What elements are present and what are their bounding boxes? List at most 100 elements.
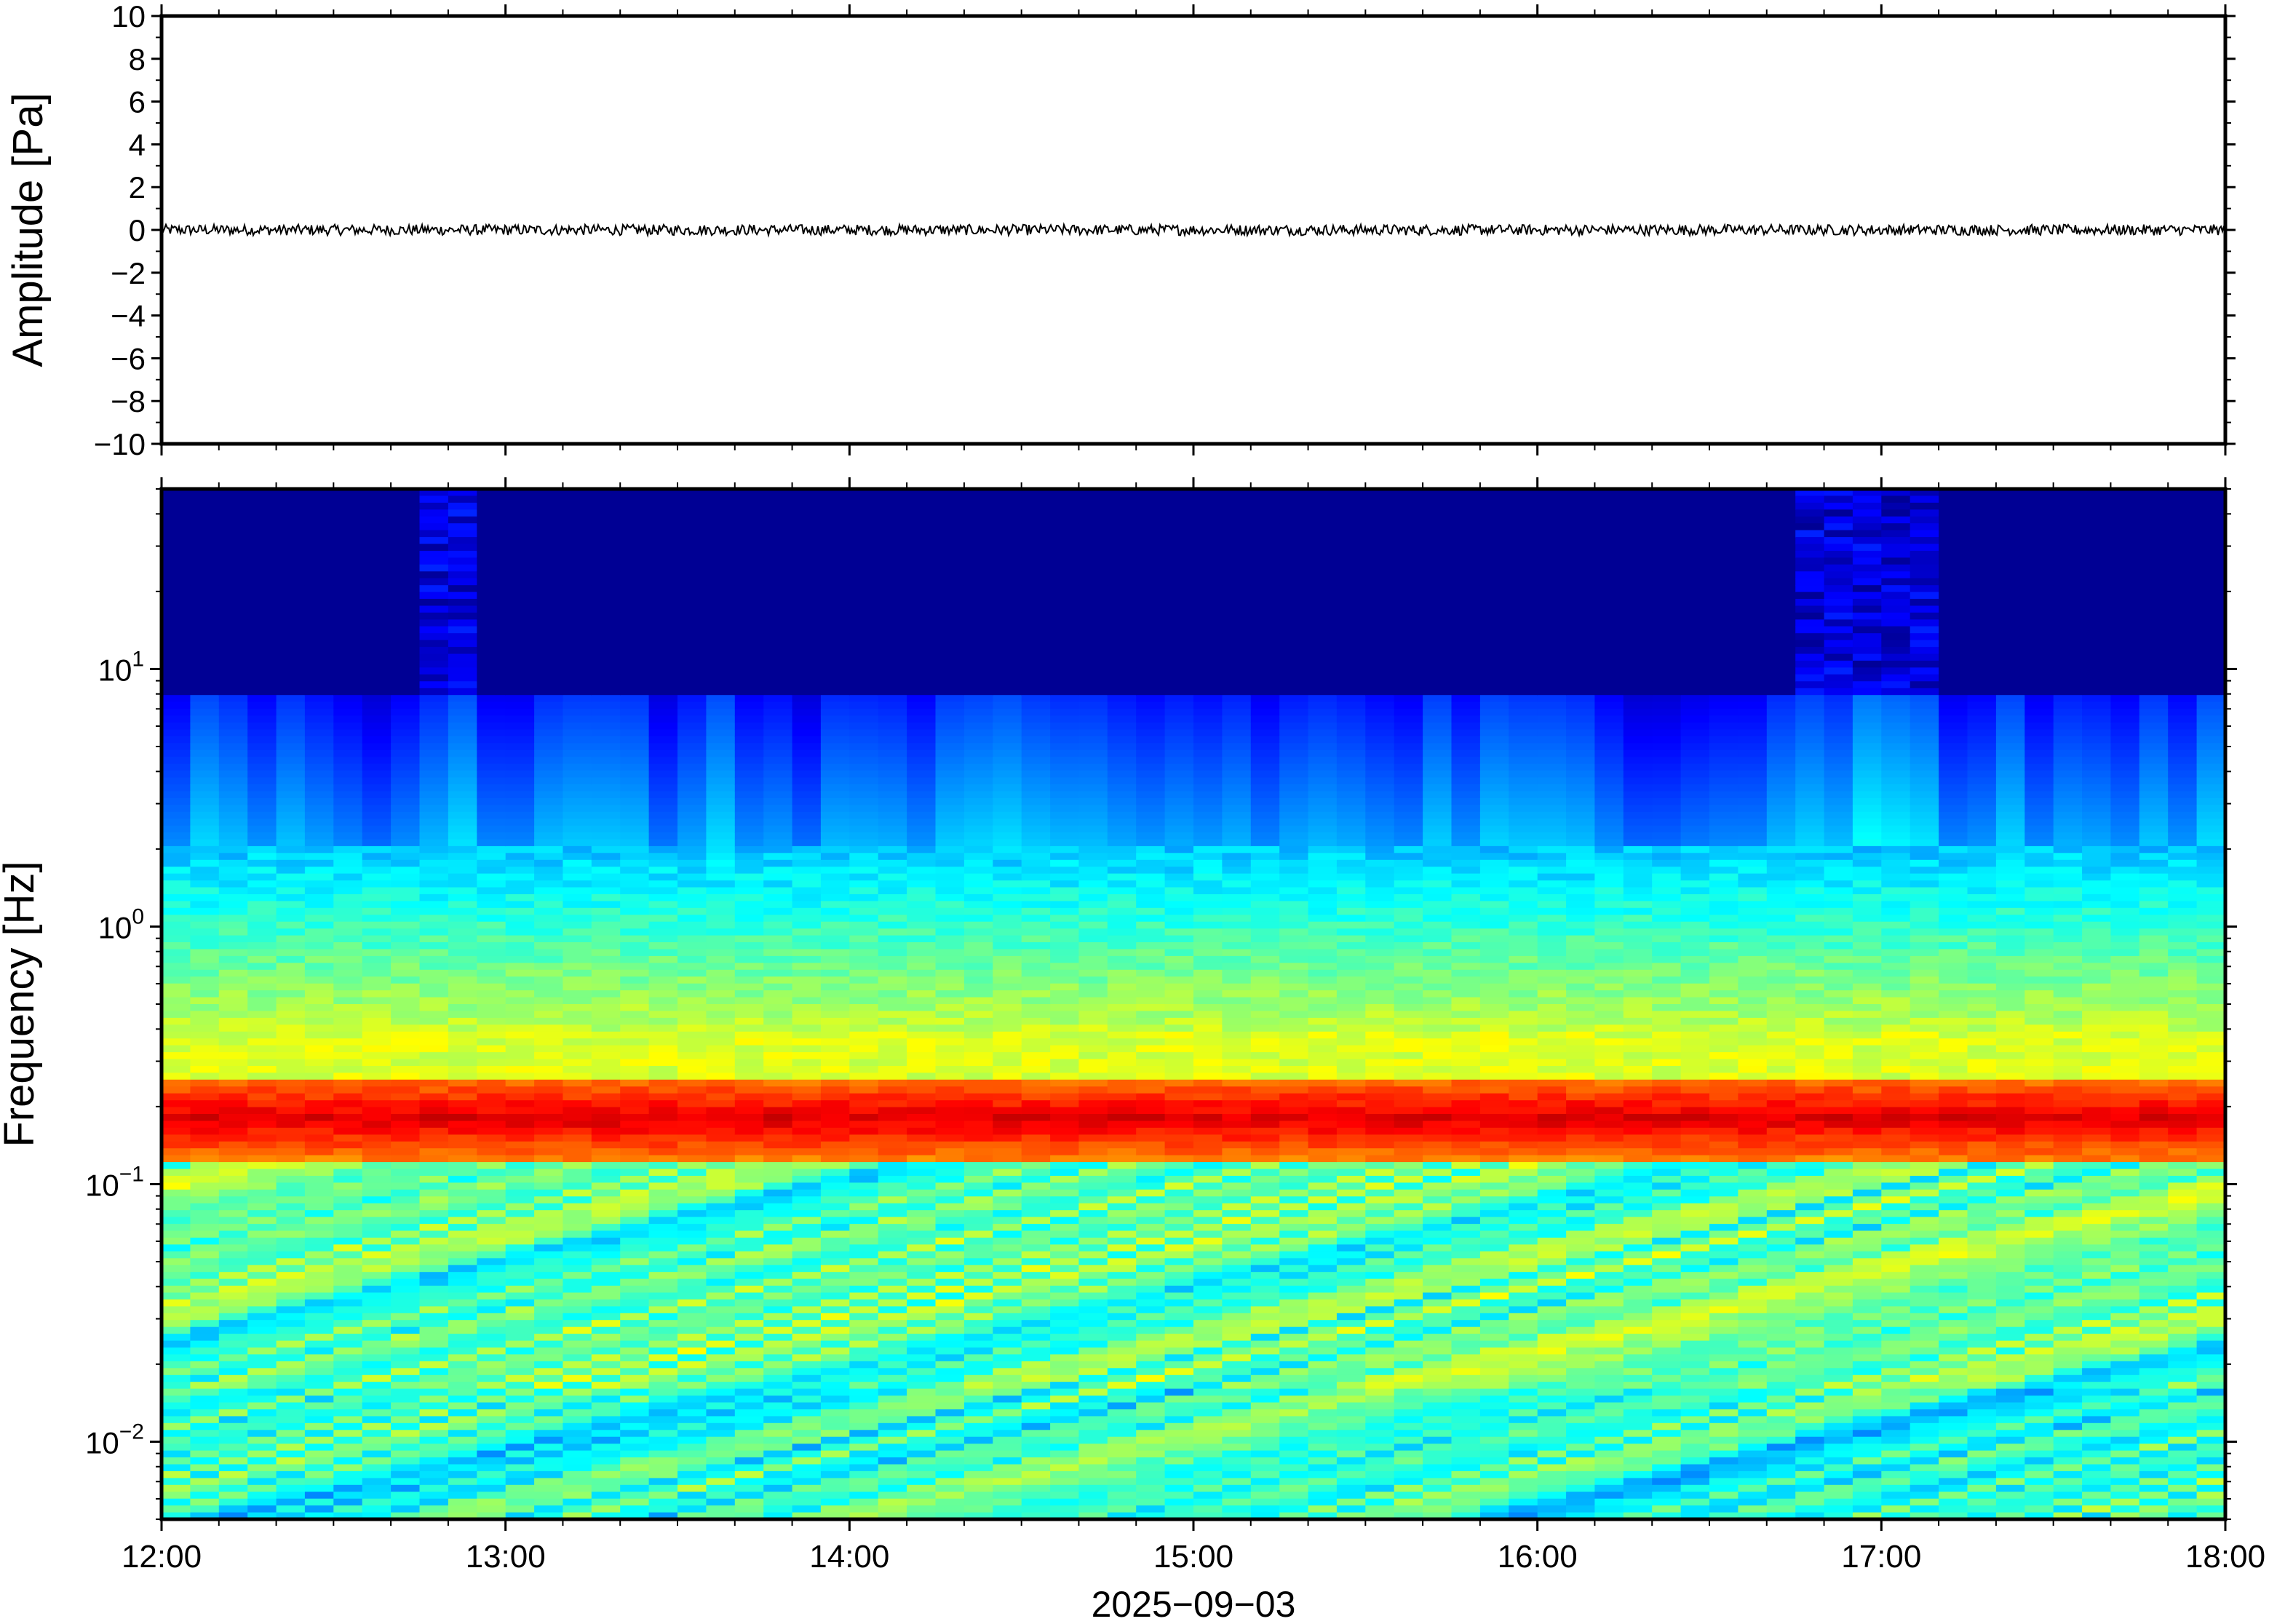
spectrogram-cell (993, 619, 1022, 627)
spectrogram-cell (304, 1512, 335, 1519)
spectrogram-cell (247, 1100, 277, 1108)
spectrogram-cell (534, 571, 564, 579)
spectrogram-cell (448, 571, 478, 579)
spectrogram-cell (706, 523, 736, 531)
spectrogram-cell (477, 1230, 506, 1238)
spectrogram-cell (391, 983, 421, 991)
spectrogram-cell (362, 1148, 392, 1156)
spectrogram-cell (505, 1382, 535, 1390)
spectrogram-cell (907, 1326, 937, 1334)
spectrogram-cell (706, 502, 736, 511)
spectrogram-cell (505, 1134, 535, 1142)
spectrogram-cell (362, 1340, 392, 1348)
spectrogram-cell (362, 1306, 392, 1314)
spectrogram-cell (419, 825, 449, 833)
spectrogram-cell (333, 839, 363, 847)
spectrogram-cell (276, 867, 306, 875)
spectrogram-cell (162, 983, 191, 991)
spectrogram-cell (734, 1141, 764, 1149)
spectrogram-cell (247, 997, 277, 1005)
spectrogram-cell (820, 942, 851, 950)
spectrogram-cell (304, 1368, 335, 1376)
spectrogram-cell (218, 1396, 248, 1404)
spectrogram-cell (419, 1210, 449, 1218)
spectrogram-cell (419, 1148, 449, 1156)
spectrogram-cell (304, 530, 335, 538)
spectrogram-cell (563, 805, 592, 813)
spectrogram-cell (591, 612, 621, 621)
spectrogram-cell (419, 749, 449, 757)
spectrogram-cell (218, 551, 248, 559)
spectrogram-cell (505, 633, 535, 641)
spectrogram-cell (477, 1251, 506, 1259)
spectrogram-cell (1021, 578, 1051, 586)
spectrogram-cell (993, 1258, 1022, 1266)
spectrogram-cell (362, 845, 392, 854)
spectrogram-cell (963, 1368, 994, 1376)
spectrogram-cell (190, 1348, 220, 1356)
spectrogram-cell (907, 1272, 937, 1280)
spectrogram-cell (534, 873, 564, 881)
spectrogram-cell (935, 1189, 965, 1198)
spectrogram-cell (734, 1340, 764, 1348)
spectrogram-cell (218, 530, 248, 538)
spectrogram-cell (620, 839, 650, 847)
spectrogram-cell (362, 1079, 392, 1087)
spectrogram-cell (620, 928, 650, 936)
spectrogram-cell (935, 1045, 965, 1053)
spectrogram-cell (849, 1470, 879, 1479)
spectrogram-cell (477, 969, 506, 977)
spectrogram-cell (563, 997, 592, 1005)
spectrogram-cell (792, 1176, 822, 1184)
spectrogram-cell (448, 1436, 478, 1444)
spectrogram-cell (734, 887, 764, 895)
spectrogram-cell (162, 1011, 191, 1019)
spectrogram-cell (419, 599, 449, 607)
spectrogram-cell (563, 845, 592, 854)
spectrogram-cell (505, 661, 535, 669)
spectrogram-cell (648, 605, 678, 613)
spectrogram-cell (591, 805, 621, 813)
spectrogram-cell (505, 1498, 535, 1506)
spectrogram-cell (963, 578, 994, 586)
spectrogram-cell (247, 1155, 277, 1163)
spectrogram-cell (677, 1512, 707, 1519)
spectrogram-cell (734, 1278, 764, 1286)
spectrogram-cell (734, 907, 764, 915)
spectrogram-cell (820, 633, 851, 641)
spectrogram-cell (563, 880, 592, 888)
spectrogram-cell (534, 901, 564, 909)
spectrogram-cell (162, 1348, 191, 1356)
spectrogram-cell (792, 1141, 822, 1149)
spectrogram-cell (563, 867, 592, 875)
spectrogram-cell (247, 1031, 277, 1039)
spectrogram-cell (1021, 942, 1051, 950)
spectrogram-cell (963, 1210, 994, 1218)
spectrogram-cell (935, 1224, 965, 1232)
spectrogram-cell (419, 859, 449, 867)
spectrogram-cell (333, 1217, 363, 1225)
spectrogram-cell (763, 811, 793, 819)
spectrogram-cell (448, 1244, 478, 1252)
spectrogram-cell (591, 811, 621, 819)
spectrogram-cell (993, 612, 1022, 621)
spectrogram-cell (276, 777, 306, 785)
spectrogram-cell (935, 1107, 965, 1115)
spectrogram-cell (734, 1169, 764, 1177)
spectrogram-cell (563, 495, 592, 503)
spectrogram-cell (362, 1430, 392, 1438)
spectrogram-cell (907, 915, 937, 923)
spectrogram-cell (1050, 688, 1080, 696)
spectrogram-cell (362, 1374, 392, 1382)
spectrogram-cell (162, 757, 191, 765)
spectrogram-cell (477, 983, 506, 991)
spectrogram-cell (218, 1182, 248, 1190)
spectrogram-cell (162, 1217, 191, 1225)
spectrogram-cell (419, 619, 449, 627)
spectrogram-cell (763, 1238, 793, 1246)
spectrogram-cell (792, 530, 822, 538)
spectrogram-cell (935, 1162, 965, 1170)
spectrogram-cell (878, 1505, 907, 1513)
spectrogram-cell (878, 1127, 907, 1136)
spectrogram-cell (963, 571, 994, 579)
